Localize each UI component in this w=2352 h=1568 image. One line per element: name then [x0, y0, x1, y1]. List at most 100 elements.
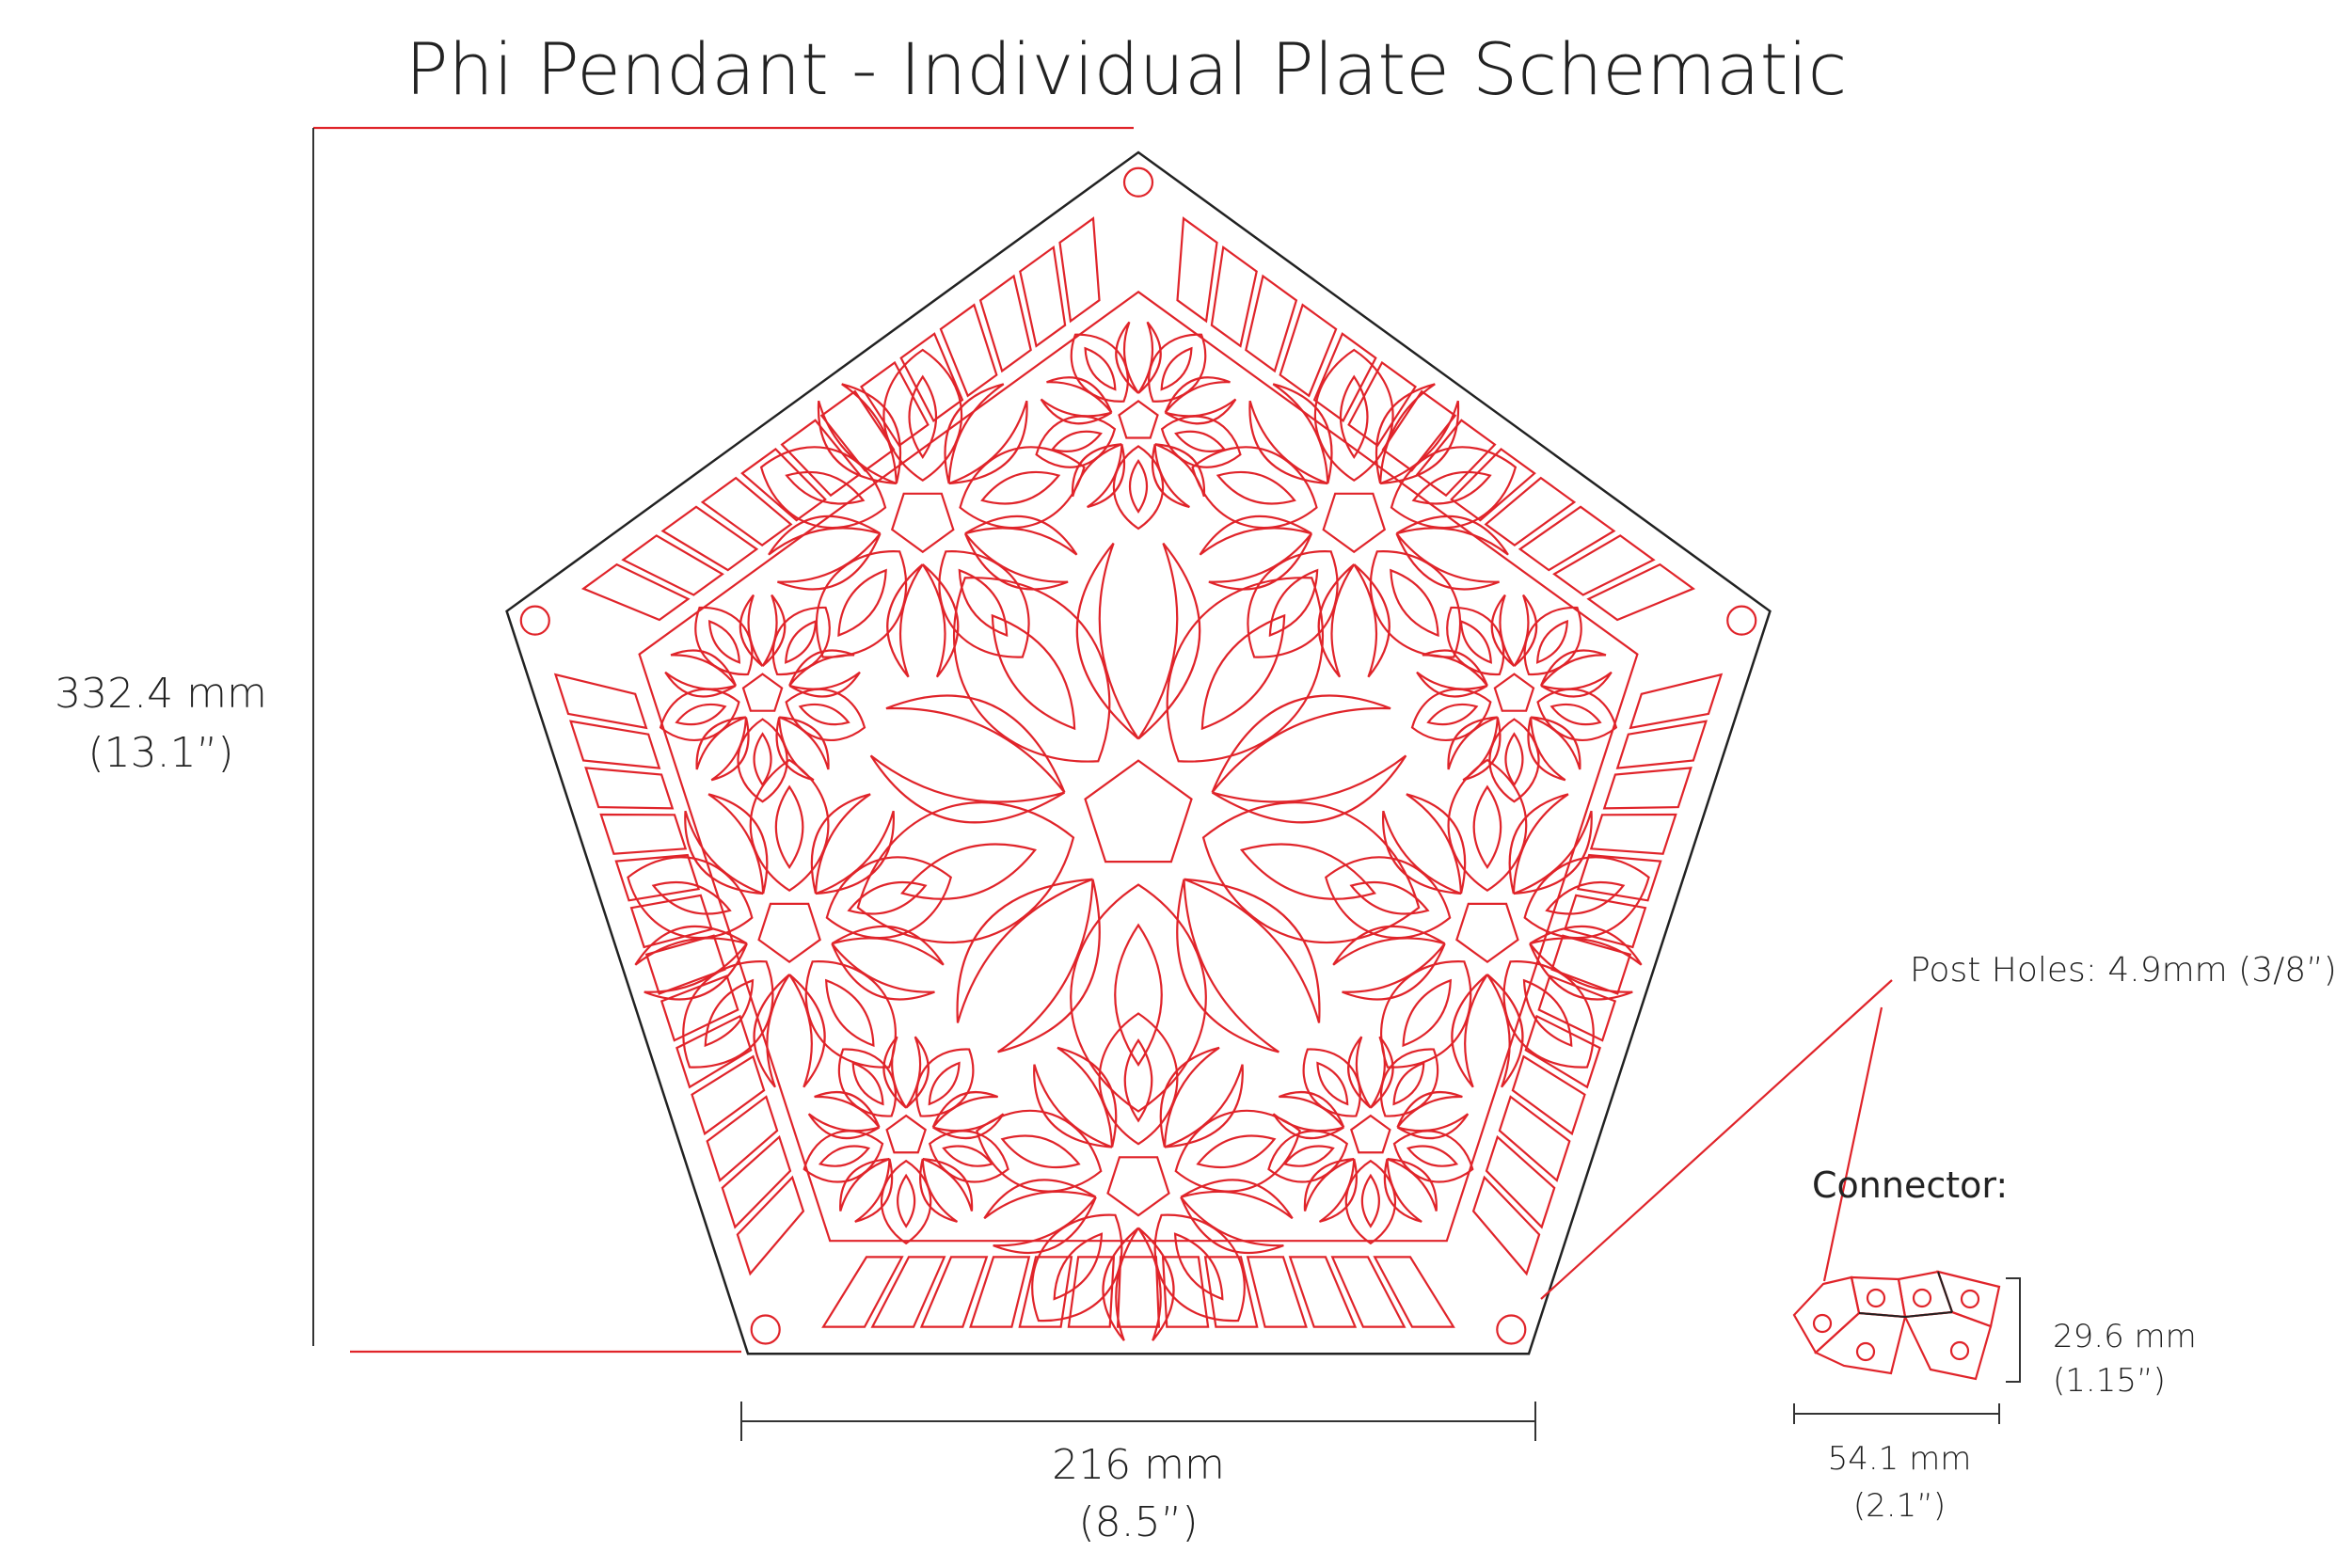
border-cell [1373, 1256, 1455, 1328]
frond [1272, 1113, 1344, 1140]
frond [807, 1113, 881, 1140]
frond [1184, 878, 1321, 1023]
border-cell [939, 303, 998, 398]
leaf [1411, 470, 1492, 505]
frond [1347, 1036, 1372, 1109]
petal [928, 1130, 1009, 1183]
petal [737, 718, 788, 803]
connector-fold [1858, 1311, 1953, 1319]
frond [956, 878, 1093, 1023]
petal [1070, 333, 1129, 403]
border-cell [1019, 245, 1067, 348]
leaf [1128, 459, 1149, 514]
leaf [798, 703, 850, 726]
leaf [1000, 1134, 1081, 1169]
border-cell [1576, 853, 1662, 902]
leaf [847, 880, 928, 915]
border-cell [1415, 419, 1497, 498]
frond [1102, 1227, 1139, 1341]
border-cell [978, 274, 1032, 373]
leaf [785, 619, 818, 664]
rosette-center [757, 902, 821, 964]
leaf [1160, 346, 1193, 391]
connector-fold [1937, 1271, 1953, 1313]
frond [1154, 443, 1205, 498]
frond [1529, 942, 1633, 1001]
frond [817, 400, 898, 485]
leaf [704, 978, 755, 1048]
frond [1490, 594, 1516, 668]
frond [1379, 400, 1460, 485]
border-cell [1450, 448, 1536, 522]
petal [1523, 856, 1650, 940]
frond [1529, 925, 1643, 966]
frond [1318, 1158, 1358, 1223]
leaf [825, 978, 875, 1048]
frond [964, 515, 1078, 556]
connector [1792, 1270, 2001, 1381]
connector-hole [1855, 1341, 1876, 1362]
petal [938, 550, 1030, 658]
connector-hole [1949, 1340, 1970, 1361]
petal [1098, 1012, 1179, 1146]
frond [788, 974, 826, 1088]
petal [1201, 801, 1421, 943]
petal [785, 688, 866, 742]
border-cell [1018, 1256, 1073, 1328]
rosette [856, 542, 1421, 1113]
frond [1462, 717, 1502, 782]
frond [777, 532, 882, 591]
rosette-center [1106, 1156, 1170, 1217]
frond [1342, 942, 1446, 1001]
border-cell [1347, 360, 1417, 448]
connector-cell [1903, 1310, 1993, 1381]
rosette [1410, 594, 1618, 803]
frond [634, 925, 748, 966]
leaf [1535, 619, 1569, 664]
rosette [1191, 348, 1518, 678]
leaf [1268, 568, 1319, 638]
border-cell [660, 974, 739, 1042]
leaf [1174, 430, 1227, 453]
petal [804, 960, 897, 1069]
petal [1191, 446, 1318, 530]
leaf [1504, 732, 1524, 787]
leaf [900, 843, 1038, 900]
post-hole [519, 605, 550, 636]
border-cell [621, 534, 724, 596]
petal [1392, 1130, 1474, 1183]
petal [1160, 415, 1242, 468]
connector-cell [1814, 1311, 1907, 1375]
leader-line [1540, 979, 1893, 1300]
border-cell [919, 1256, 989, 1328]
post-hole [750, 1314, 781, 1345]
petal [880, 1159, 932, 1245]
frond [1180, 1196, 1284, 1254]
petal [749, 758, 830, 893]
frond [1395, 515, 1509, 556]
petal [1313, 348, 1394, 482]
leaf [991, 613, 1076, 731]
border-cell [1552, 534, 1656, 596]
leaf [851, 1061, 884, 1106]
frond [670, 649, 738, 687]
leaf [651, 880, 732, 915]
leaf [1173, 1232, 1224, 1301]
frond [1396, 1091, 1463, 1129]
petal [1070, 883, 1207, 1113]
height-inches: (13.1”) [87, 729, 233, 777]
frond [1137, 321, 1162, 394]
frond [768, 515, 882, 556]
rosette-center [1493, 673, 1535, 712]
petal [976, 1109, 1103, 1193]
post-hole [1496, 1314, 1527, 1345]
frond [948, 400, 1028, 485]
frond [1137, 542, 1201, 740]
frond [963, 532, 1069, 591]
leaf [1545, 880, 1626, 915]
leaf [1426, 703, 1479, 726]
connector-label: Connector: [1812, 1164, 2008, 1206]
petal [1380, 960, 1472, 1069]
frond [882, 1036, 908, 1109]
petal [1153, 1213, 1246, 1323]
